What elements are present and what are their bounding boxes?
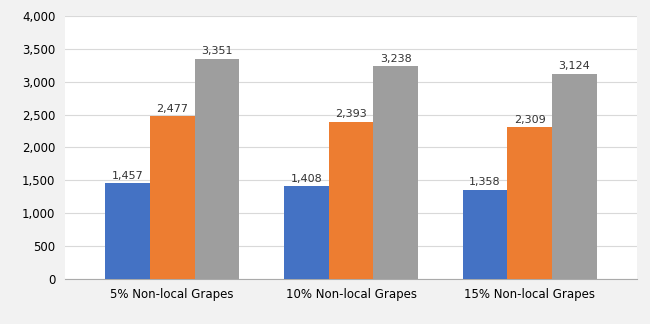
Bar (194, 59, 239, 279)
Text: 2,477: 2,477 (156, 104, 188, 114)
Text: 3,351: 3,351 (202, 46, 233, 56)
Bar (552, 74, 597, 279)
Bar (105, 183, 150, 279)
Text: 3,238: 3,238 (380, 54, 411, 64)
Bar (373, 66, 418, 279)
Text: 2,309: 2,309 (514, 115, 545, 125)
Bar (329, 122, 373, 279)
Text: 3,124: 3,124 (558, 61, 590, 71)
Text: 1,457: 1,457 (112, 171, 144, 181)
Bar (508, 127, 552, 279)
Text: 1,408: 1,408 (291, 174, 322, 184)
Bar (284, 186, 329, 279)
Text: 1,358: 1,358 (469, 177, 501, 187)
Bar (150, 116, 194, 279)
Text: 2,393: 2,393 (335, 109, 367, 119)
Bar (463, 190, 508, 279)
